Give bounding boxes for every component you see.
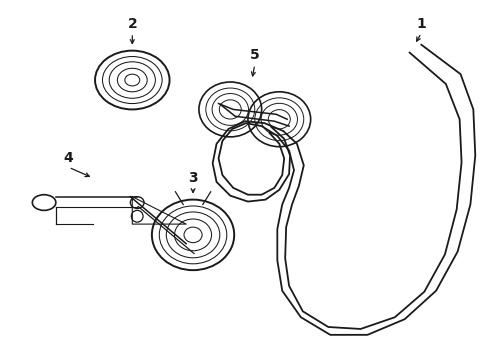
Text: 3: 3 xyxy=(188,171,198,185)
Text: 4: 4 xyxy=(63,151,73,165)
Text: 2: 2 xyxy=(127,17,137,31)
Text: 5: 5 xyxy=(249,48,259,62)
Text: 1: 1 xyxy=(416,17,426,31)
